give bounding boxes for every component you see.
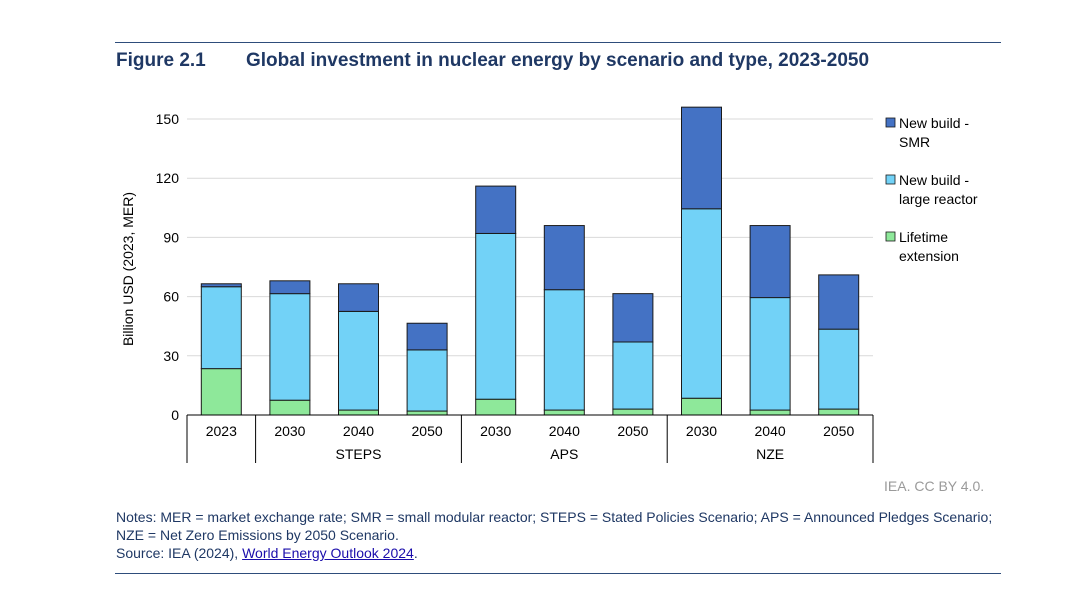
bar-segment [475, 398, 517, 416]
y-axis-label: Billion USD (2023, MER) [120, 192, 136, 346]
source-line: Source: IEA (2024), World Energy Outlook… [116, 544, 1006, 562]
legend-swatch [885, 231, 896, 242]
bar-segment [818, 328, 860, 410]
bar-segment [406, 322, 448, 351]
x-tick-label: 2040 [549, 423, 580, 439]
bar-segment [818, 274, 860, 330]
source-link[interactable]: World Energy Outlook 2024 [242, 545, 414, 561]
bar-segment [818, 408, 860, 416]
legend-swatch [885, 174, 896, 185]
source-prefix: Source: IEA (2024), [116, 545, 243, 561]
bar-segment [681, 106, 722, 210]
bar-segment [269, 399, 311, 416]
bar-segment [681, 208, 722, 399]
x-tick-label: 2040 [343, 423, 374, 439]
y-tick-label: 120 [156, 170, 180, 186]
top-rule [115, 42, 1001, 43]
x-tick-label: 2050 [617, 423, 648, 439]
bar-segment [749, 225, 791, 299]
legend: New build - SMR New build - large reactor Li… [885, 115, 978, 264]
bar-segment [543, 409, 585, 416]
bar-segment [612, 293, 654, 343]
bar-segment [475, 185, 517, 234]
y-tick-label: 150 [156, 111, 180, 127]
bar-segment [612, 341, 654, 410]
y-tick-label: 60 [163, 289, 179, 305]
y-tick-label: 30 [163, 348, 179, 364]
legend-label: New build - [899, 115, 969, 131]
y-tick-label: 90 [163, 229, 179, 245]
bar-segment [406, 410, 448, 416]
legend-label: New build - [899, 172, 969, 188]
bar-segment [269, 293, 311, 401]
bottom-rule [115, 573, 1001, 574]
x-tick-label: 2040 [755, 423, 786, 439]
bar-segment [269, 280, 311, 295]
bar-segment [338, 310, 379, 411]
figure-number: Figure 2.1 [116, 50, 206, 71]
legend-label: extension [899, 248, 959, 264]
x-tick-label: 2023 [206, 423, 237, 439]
x-tick-label: 2030 [686, 423, 717, 439]
figure-header: Figure 2.1 Global investment in nuclear e… [116, 50, 869, 72]
bar-segment [406, 349, 448, 412]
bar-segment [338, 283, 379, 312]
figure-title: Global investment in nuclear energy by s… [246, 50, 870, 71]
bar-segment [612, 408, 654, 416]
bar-segment [338, 409, 379, 416]
group-label: NZE [756, 446, 784, 462]
bar-segment [200, 368, 242, 416]
legend-swatch [885, 117, 896, 128]
x-tick-label: 2030 [480, 423, 511, 439]
bars [200, 106, 860, 416]
source-suffix: . [413, 545, 418, 561]
legend-label: SMR [899, 134, 930, 150]
axes: 0 30 60 90 120 150 Billion USD (2023, MER) 2023… [120, 111, 874, 463]
y-tick-label: 0 [171, 407, 179, 423]
bar-segment [475, 232, 517, 400]
legend-label: large reactor [899, 191, 978, 207]
credit-text: IEA. CC BY 4.0. [884, 478, 985, 494]
x-tick-label: 2030 [274, 423, 305, 439]
notes-text: Notes: MER = market exchange rate; SMR =… [116, 509, 993, 543]
bar-segment [543, 225, 585, 291]
bar-segment [749, 409, 791, 416]
bar-segment [200, 283, 242, 288]
bar-segment [749, 297, 791, 411]
bar-segment [200, 286, 242, 370]
notes-block: Notes: MER = market exchange rate; SMR =… [116, 508, 1006, 562]
bar-segment [681, 397, 722, 416]
x-tick-label: 2050 [823, 423, 854, 439]
legend-label: Lifetime [899, 229, 948, 245]
bar-segment [543, 289, 585, 411]
x-tick-label: 2050 [412, 423, 443, 439]
group-label: APS [550, 446, 578, 462]
group-label: STEPS [336, 446, 382, 462]
